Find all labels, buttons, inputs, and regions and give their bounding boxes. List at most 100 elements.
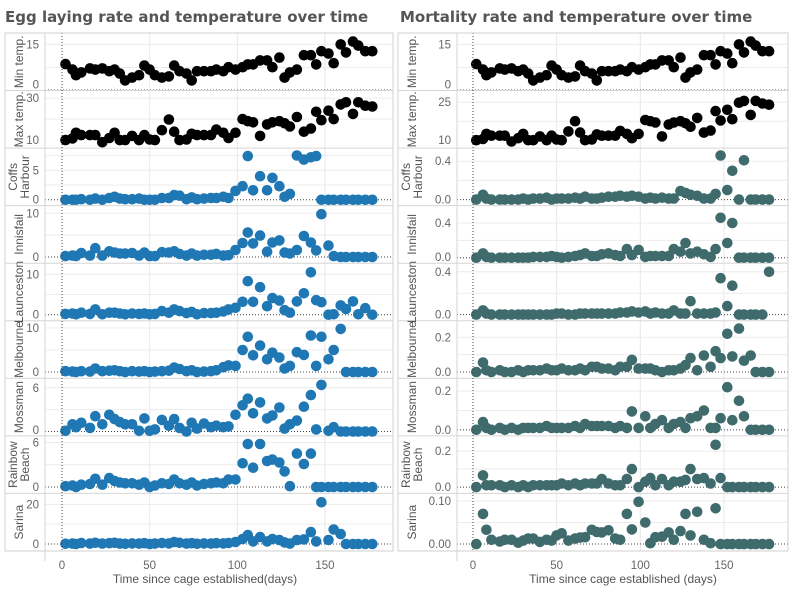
data-point (149, 134, 161, 146)
data-point (367, 101, 378, 112)
data-point (247, 185, 259, 196)
right-chart-title: Mortality rate and temperature over time (400, 8, 752, 26)
data-point (274, 402, 285, 413)
data-point (310, 150, 322, 162)
left-chart-title: Egg laying rate and temperature over tim… (5, 8, 368, 26)
data-point (267, 61, 278, 73)
data-point (254, 340, 266, 351)
y-tick-label: 0 (33, 80, 39, 92)
data-point (722, 381, 733, 393)
data-point (305, 123, 317, 134)
data-point (76, 193, 87, 205)
y-tick-label: 0.2 (435, 386, 451, 398)
row-label: Mossman (12, 381, 26, 433)
data-point (477, 508, 489, 520)
data-point (745, 350, 756, 361)
data-point (242, 438, 254, 450)
data-point (367, 309, 378, 321)
data-point (722, 328, 733, 340)
y-tick-label: 0 (33, 310, 39, 322)
data-point (305, 237, 317, 248)
data-point (563, 126, 574, 137)
y-tick-label: 0.0 (435, 367, 451, 379)
data-point (486, 67, 497, 78)
data-point (733, 194, 745, 205)
data-point (90, 473, 101, 485)
data-point (675, 246, 686, 257)
data-point (685, 352, 696, 364)
data-point (274, 235, 285, 246)
data-point (237, 458, 248, 469)
y-tick-label: 25 (438, 97, 451, 109)
data-point (727, 414, 738, 426)
data-point (367, 366, 378, 378)
y-tick-label: 0.4 (435, 267, 452, 279)
data-point (710, 105, 721, 117)
data-point (710, 439, 721, 451)
data-point (477, 470, 489, 481)
data-point (722, 300, 733, 312)
data-point (181, 426, 192, 437)
data-point (569, 115, 581, 127)
facet-row-sarina: 0.00 0.10 Sarina (398, 496, 788, 552)
data-point (733, 395, 745, 407)
data-point (298, 230, 310, 242)
data-point (284, 307, 296, 319)
data-point (247, 408, 259, 419)
data-point (763, 481, 775, 493)
data-point (156, 124, 168, 136)
data-point (486, 480, 497, 491)
row-label: Max temp. (405, 91, 419, 147)
data-point (340, 47, 352, 58)
data-point (763, 45, 775, 57)
y-tick-label: 20 (26, 499, 39, 511)
data-point (316, 208, 327, 220)
data-point (242, 331, 254, 343)
data-point (675, 52, 686, 63)
y-tick-label: 0.0 (435, 252, 451, 264)
data-point (710, 188, 721, 200)
data-point (705, 251, 716, 263)
data-point (715, 472, 726, 484)
data-point (556, 528, 567, 539)
data-point (722, 104, 733, 116)
data-point (254, 281, 266, 293)
data-point (242, 150, 254, 162)
data-point (556, 134, 567, 146)
y-tick-label: 0 (445, 80, 451, 92)
data-point (237, 296, 248, 308)
data-point (261, 300, 273, 312)
data-point (738, 155, 750, 166)
data-point (76, 247, 87, 259)
data-point (738, 95, 750, 107)
data-point (733, 323, 745, 334)
x-tick-label: 100 (228, 560, 247, 572)
data-point (186, 75, 197, 86)
data-point (763, 252, 775, 263)
data-point (614, 534, 626, 546)
row-label: Max temp. (12, 91, 26, 147)
data-point (156, 414, 168, 426)
panel-frame (4, 32, 394, 552)
facet-row-min-temp: 0 15 Min temp. (398, 35, 788, 92)
data-point (705, 478, 716, 489)
data-point (757, 309, 768, 320)
data-point (310, 424, 322, 435)
data-point (668, 61, 680, 73)
data-point (261, 185, 273, 196)
data-point (237, 344, 248, 356)
data-point (574, 127, 586, 138)
x-tick-label: 50 (550, 560, 563, 572)
data-point (305, 526, 317, 538)
data-point (727, 280, 738, 292)
data-point (316, 497, 327, 508)
data-point (541, 69, 552, 81)
data-point (76, 307, 87, 319)
y-tick-label: 0.4 (435, 156, 452, 168)
data-point (471, 538, 482, 550)
x-tick-label: 150 (315, 560, 334, 572)
